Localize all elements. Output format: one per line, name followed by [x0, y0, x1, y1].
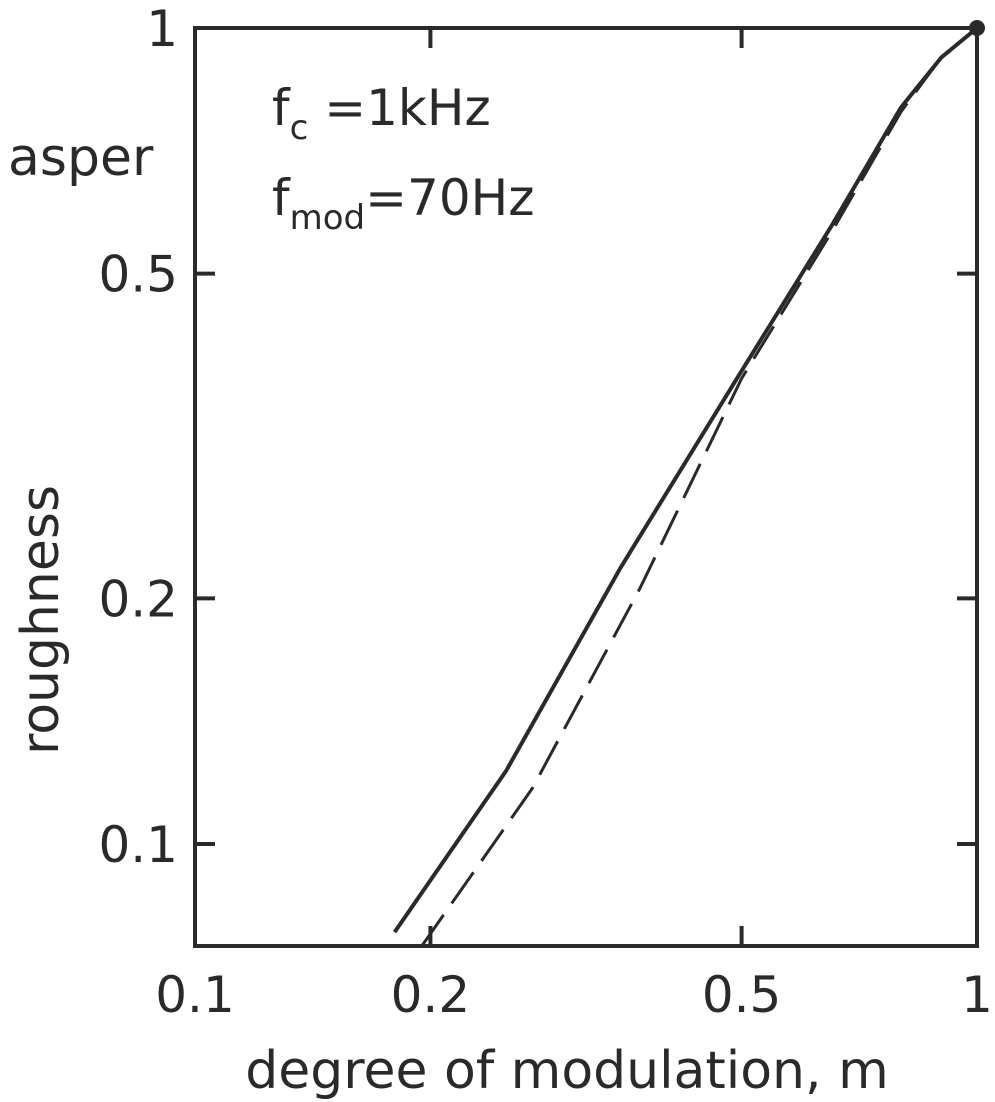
y-tick-label-1: 0.2: [98, 570, 178, 628]
y-axis-label: roughness: [11, 485, 71, 755]
y-axis-label-top: asper: [8, 128, 154, 188]
svg-text:fmod=70Hz: fmod=70Hz: [272, 169, 535, 238]
y-tick-label-3: 1: [146, 0, 178, 58]
svg-text:fc =1kHz: fc =1kHz: [272, 79, 491, 148]
annotation-modulation: fmod=70Hz: [272, 169, 535, 238]
data-series: [392, 20, 985, 947]
series-line-dashed: [420, 26, 978, 947]
x-axis-label: degree of modulation, m: [245, 1041, 888, 1101]
x-tick-label-0: 0.1: [155, 966, 235, 1024]
y-tick-label-0: 0.1: [98, 816, 178, 874]
plot-frame: [193, 26, 979, 948]
end-point-marker: [969, 20, 985, 36]
tick-marks: [193, 26, 979, 946]
x-tick-label-1: 0.2: [391, 966, 471, 1024]
annotation-carrier: fc =1kHz: [272, 79, 491, 148]
series-line-solid: [392, 26, 979, 934]
y-tick-label-2: 0.5: [98, 246, 178, 304]
x-tick-label-2: 0.5: [702, 966, 782, 1024]
tick-labels: 0.1 0.2 0.5 1 0.1 0.2 0.5 1: [98, 0, 992, 1024]
x-tick-label-3: 1: [961, 966, 993, 1024]
